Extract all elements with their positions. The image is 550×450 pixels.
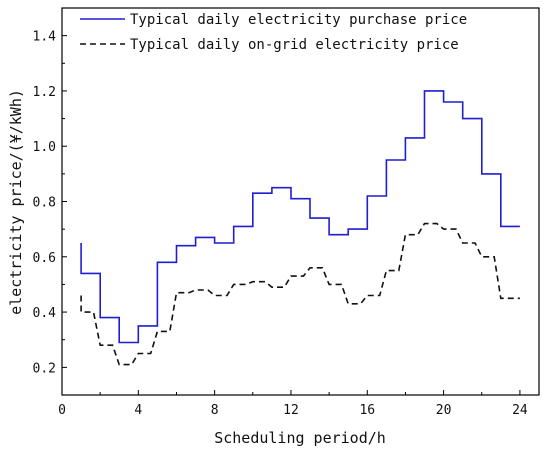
series-line-on-grid-price — [80, 222, 520, 366]
x-tick-label-24: 24 — [512, 403, 528, 418]
y-ticks: 0.2 0.4 0.6 0.8 1.0 1.2 1.4 — [33, 7, 67, 376]
x-tick-label-20: 20 — [436, 403, 452, 418]
legend-label-on-grid-price: Typical daily on-grid electricity price — [130, 37, 459, 53]
series-layer — [80, 90, 520, 366]
y-tick-label-6: 1.4 — [33, 30, 57, 45]
y-tick-label-2: 0.6 — [33, 251, 56, 266]
x-tick-label-0: 0 — [58, 403, 66, 418]
series-line-purchase-price — [80, 90, 520, 344]
x-axis-label: Scheduling period/h — [214, 429, 386, 447]
legend: Typical daily electricity purchase price… — [80, 12, 467, 53]
y-tick-label-5: 1.2 — [33, 85, 56, 100]
y-tick-label-1: 0.4 — [33, 306, 57, 321]
x-tick-label-4: 4 — [134, 403, 142, 418]
x-tick-label-8: 8 — [211, 403, 219, 418]
legend-label-purchase-price: Typical daily electricity purchase price — [130, 12, 467, 28]
y-tick-label-4: 1.0 — [33, 140, 56, 155]
y-tick-label-3: 0.8 — [33, 196, 56, 211]
y-axis-label: electricity price/(¥/kWh) — [7, 89, 25, 315]
plot-frame — [61, 7, 540, 396]
x-tick-label-16: 16 — [359, 403, 375, 418]
x-ticks: 0 4 8 12 16 20 24 — [58, 390, 528, 418]
x-tick-label-12: 12 — [283, 403, 299, 418]
y-tick-label-0: 0.2 — [33, 361, 56, 376]
